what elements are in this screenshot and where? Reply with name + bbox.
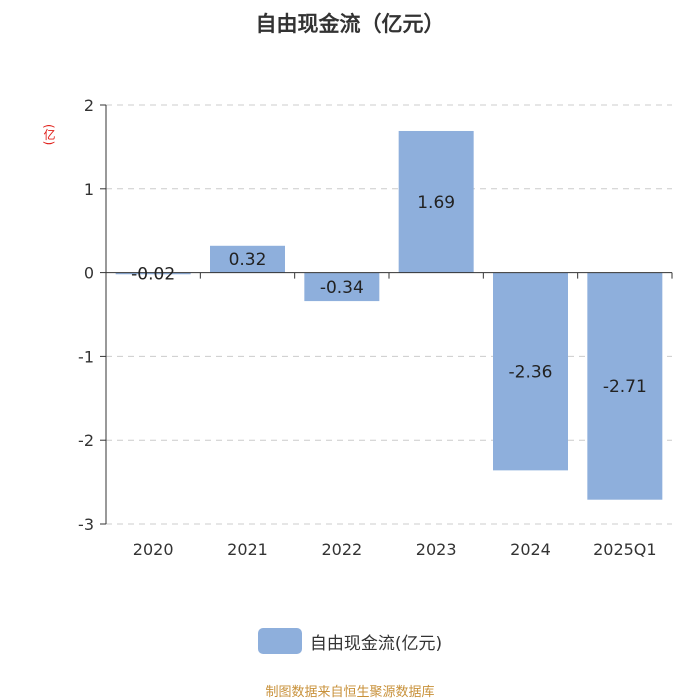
x-tick-label: 2021 <box>227 540 268 559</box>
data-source-note: 制图数据来自恒生聚源数据库 <box>265 685 435 700</box>
bar <box>587 272 663 500</box>
bar <box>304 272 380 302</box>
bar <box>115 272 191 275</box>
data-label: 1.69 <box>417 193 455 213</box>
legend-label[interactable]: 自由现金流(亿元) <box>309 633 443 654</box>
data-label: -0.02 <box>131 264 175 284</box>
chart-title: 自由现金流（亿元） <box>255 12 445 36</box>
x-tick-label: 2024 <box>510 540 551 559</box>
y-tick-label: 0 <box>84 264 94 283</box>
y-tick-label: 2 <box>84 96 94 115</box>
data-label: -2.36 <box>509 362 553 382</box>
legend-swatch[interactable] <box>257 628 302 654</box>
x-tick-label: 2025Q1 <box>593 540 657 559</box>
x-tick-label: 2023 <box>416 540 457 559</box>
data-label: -0.34 <box>320 278 364 298</box>
y-axis-unit-label: (亿) <box>42 124 56 146</box>
data-label: 0.32 <box>229 250 267 270</box>
data-label: -2.71 <box>603 377 647 397</box>
bar-chart-plot: 2 1 0 -1 -2 -3 2020 2021 2022 2023 2024 2025Q1 -0.02… <box>78 96 673 559</box>
x-tick-label: 2022 <box>321 540 362 559</box>
legend[interactable]: 自由现金流(亿元) <box>0 628 700 654</box>
y-tick-label: -2 <box>78 431 94 450</box>
bar <box>493 272 568 471</box>
y-tick-label: -3 <box>78 515 94 534</box>
y-tick-label: 1 <box>84 180 94 199</box>
y-tick-label: -1 <box>78 347 94 366</box>
x-tick-label: 2020 <box>133 540 174 559</box>
bar <box>210 245 285 273</box>
bar <box>398 130 474 273</box>
